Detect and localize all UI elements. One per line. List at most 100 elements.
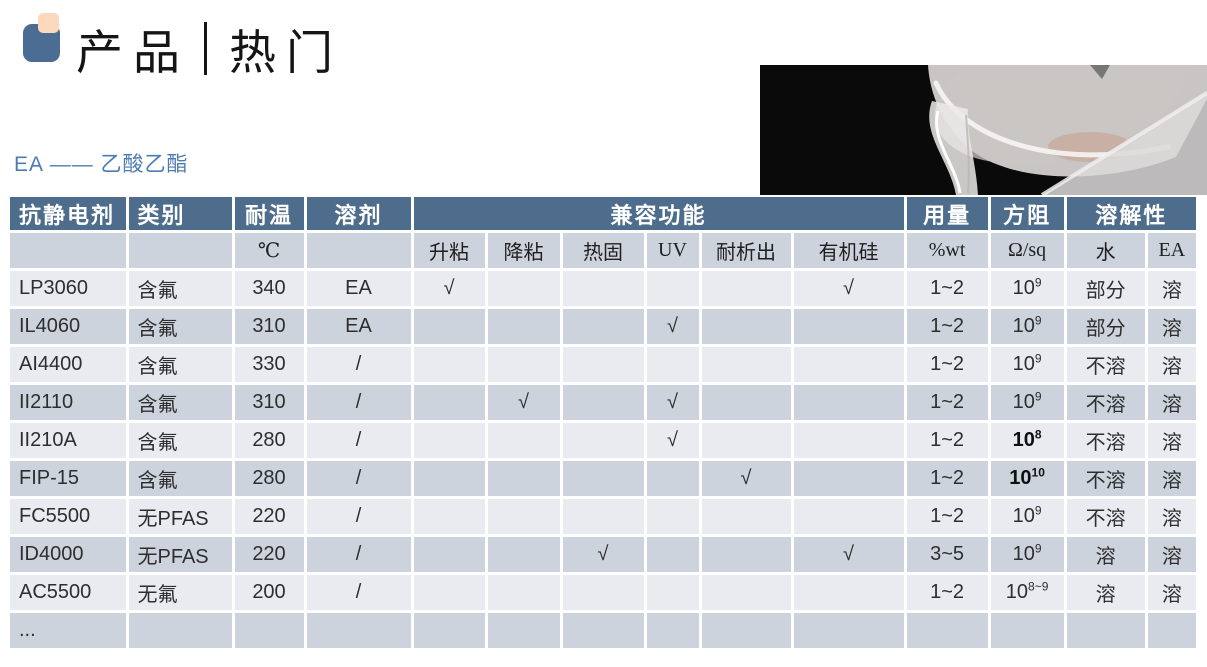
cell: √ <box>643 382 702 423</box>
cell: 1~2 <box>903 268 991 309</box>
cell-sheet-resistance: 109 <box>987 496 1067 537</box>
cell: EA <box>303 306 414 347</box>
cell: 溶 <box>1144 344 1198 385</box>
cell: 3~5 <box>903 534 991 575</box>
cell <box>484 534 563 575</box>
cell <box>484 344 563 385</box>
column-subheader-7: UV <box>643 230 702 271</box>
cell: 不溶 <box>1063 458 1148 499</box>
cell: 310 <box>231 382 307 423</box>
cell: 无氟 <box>125 572 235 613</box>
table-row: II2110 含氟 310/ √ √ 1~2 109 不溶溶 <box>8 382 1198 423</box>
pouring-liquid-image <box>760 65 1207 195</box>
cell: 1~2 <box>903 572 991 613</box>
cell-product-name: II210A <box>8 420 129 461</box>
cell <box>698 306 794 347</box>
cell <box>484 306 563 347</box>
cell <box>790 306 907 347</box>
cell <box>698 534 794 575</box>
table-row: ... <box>8 610 1198 650</box>
cell <box>559 458 647 499</box>
cell-sheet-resistance: 109 <box>987 534 1067 575</box>
cell: / <box>303 496 414 537</box>
cell: 1~2 <box>903 306 991 347</box>
cell: 不溶 <box>1063 496 1148 537</box>
cell <box>1063 610 1148 650</box>
cell: 溶 <box>1144 420 1198 461</box>
cell: / <box>303 458 414 499</box>
cell: 310 <box>231 306 307 347</box>
cell: 溶 <box>1144 534 1198 575</box>
cell-product-name: IL4060 <box>8 306 129 347</box>
table-row: ID4000 无PFAS 220/√ √ 3~5 109 溶溶 <box>8 534 1198 575</box>
cell-sheet-resistance: 1010 <box>987 458 1067 499</box>
product-photo <box>760 65 1207 195</box>
cell: 溶 <box>1144 572 1198 613</box>
product-table-wrap: 抗静电剂 类别 耐温 溶剂 兼容功能 用量 方阻 溶解性 ℃ 升粘 降粘 热固 UV 耐析出 有机硅 %wt… <box>8 195 1198 650</box>
cell: 溶 <box>1063 534 1148 575</box>
cell: 含氟 <box>125 382 235 423</box>
cell: 溶 <box>1063 572 1148 613</box>
cell: 无PFAS <box>125 534 235 575</box>
column-group-header-1: 类别 <box>125 195 235 233</box>
cell <box>303 610 414 650</box>
cell: 不溶 <box>1063 382 1148 423</box>
cell <box>790 610 907 650</box>
cell <box>790 382 907 423</box>
cell: 1~2 <box>903 496 991 537</box>
cell: 280 <box>231 420 307 461</box>
cell <box>643 534 702 575</box>
cell: / <box>303 420 414 461</box>
cell: / <box>303 534 414 575</box>
cell: √ <box>643 306 702 347</box>
cell: 溶 <box>1144 496 1198 537</box>
column-subheader-8: 耐析出 <box>698 230 794 271</box>
cell: 1~2 <box>903 382 991 423</box>
cell-sheet-resistance: 109 <box>987 344 1067 385</box>
column-group-header-2: 耐温 <box>231 195 307 233</box>
cell: √ <box>484 382 563 423</box>
cell <box>698 344 794 385</box>
cell: 1~2 <box>903 458 991 499</box>
cell <box>643 458 702 499</box>
table-row: FC5500 无PFAS 220/ 1~2 109 不溶溶 <box>8 496 1198 537</box>
section-subtitle: EA —— 乙酸乙酯 <box>14 153 189 176</box>
table-row: AI4400 含氟 330/ 1~2 109 不溶溶 <box>8 344 1198 385</box>
cell <box>643 572 702 613</box>
cell <box>559 420 647 461</box>
table-row: AC5500 无氟 200/1~2 108~9 溶溶 <box>8 572 1198 613</box>
column-group-header-4: 兼容功能 <box>410 195 907 233</box>
cell: √ <box>790 534 907 575</box>
cell <box>698 572 794 613</box>
cell <box>484 496 563 537</box>
cell <box>484 610 563 650</box>
cell: 溶 <box>1144 268 1198 309</box>
cell <box>698 382 794 423</box>
cell <box>484 420 563 461</box>
column-subheader-2: ℃ <box>231 230 307 271</box>
cell: / <box>303 572 414 613</box>
cell <box>410 496 488 537</box>
cell-product-name: FIP-15 <box>8 458 129 499</box>
column-subheader-12: 水 <box>1063 230 1148 271</box>
cell <box>410 534 488 575</box>
cell <box>125 610 235 650</box>
cell: 溶 <box>1144 382 1198 423</box>
cell <box>643 268 702 309</box>
cell: 330 <box>231 344 307 385</box>
cell: 部分 <box>1063 306 1148 347</box>
cell <box>231 610 307 650</box>
cell: 含氟 <box>125 420 235 461</box>
cell <box>643 496 702 537</box>
cell <box>1144 610 1198 650</box>
cell-sheet-resistance: 108 <box>987 420 1067 461</box>
column-subheader-6: 热固 <box>559 230 647 271</box>
cell-product-name: ID4000 <box>8 534 129 575</box>
cell <box>903 610 991 650</box>
cell <box>790 458 907 499</box>
column-subheader-0 <box>8 230 129 271</box>
cell: 200 <box>231 572 307 613</box>
cell <box>559 382 647 423</box>
page-title-right: 热门 <box>229 28 343 80</box>
